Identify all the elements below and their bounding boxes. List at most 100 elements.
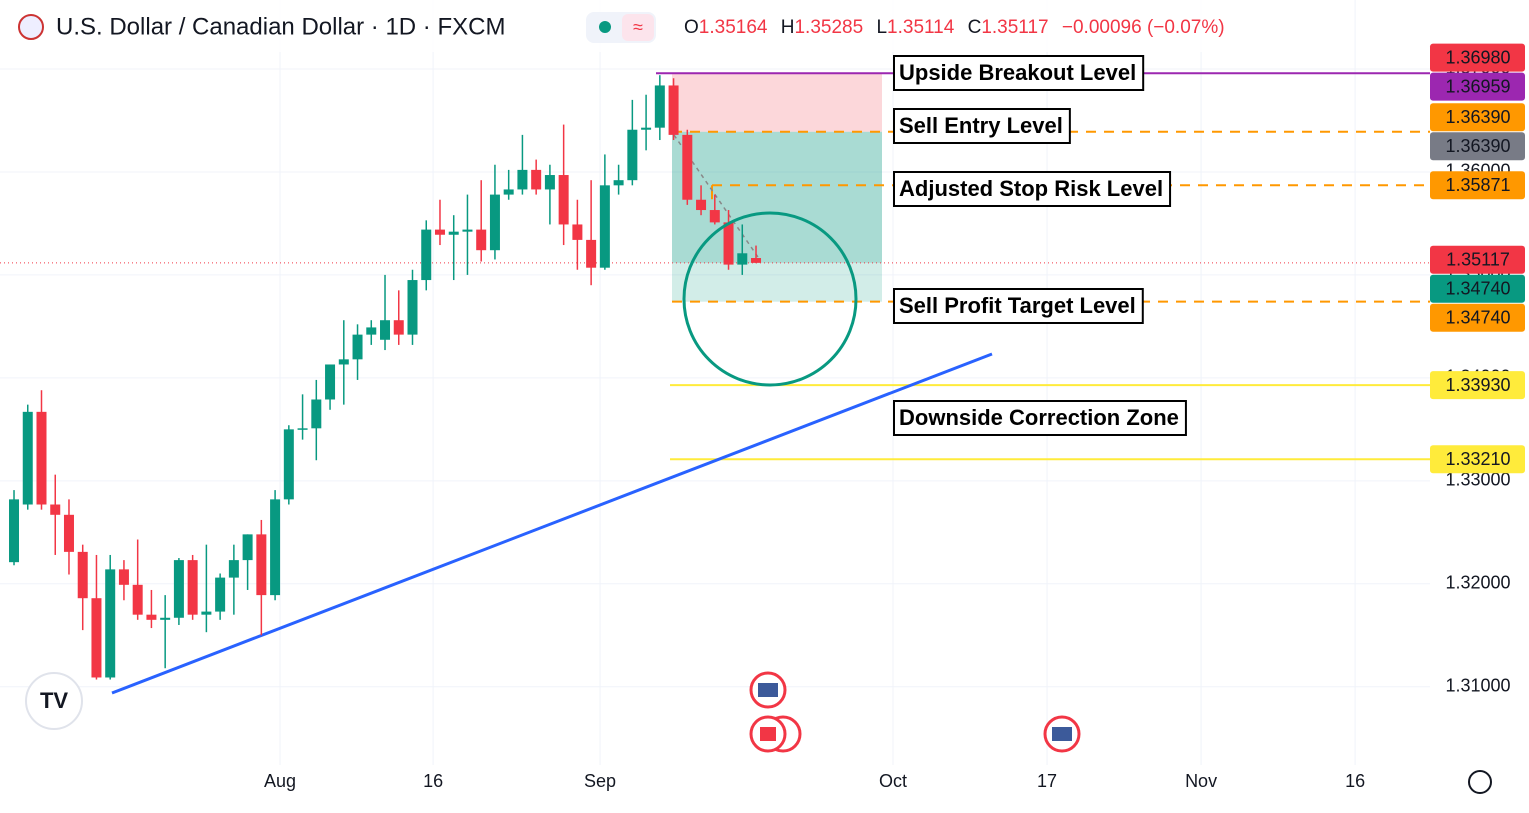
x-tick-label: Nov [1185,771,1217,791]
candle-body [434,229,445,235]
flag [1052,727,1072,741]
candle-body [325,364,336,400]
candle-body [421,229,432,281]
price-labels: 1.36980 1.36959 1.36390 1.36390 1.35871 1.351… [1430,43,1525,474]
price-label-bg [1430,371,1525,400]
candle-body [407,280,418,335]
candle-body [737,253,748,265]
candle-body [91,598,102,678]
x-tick-label: 16 [1345,771,1365,791]
open-value: 1.35164 [699,17,768,38]
candle-body [682,134,693,200]
price-label: 1.34740 [1445,307,1510,327]
annotation-box [893,55,1145,91]
candle-body [9,499,20,563]
candle-body [723,222,734,265]
candle-body [476,229,487,251]
annotation-text: Sell Entry Level [899,113,1063,138]
candle-body [228,560,239,578]
y-tick-label: 1.32000 [1445,573,1510,593]
candle-body [50,504,61,515]
candle-body [462,229,473,232]
flag [758,683,778,697]
candle-body [63,514,74,552]
candle-body [215,577,226,612]
change: −0.00096 (−0.07%) [1062,17,1225,38]
candle-body [118,569,129,585]
candle-body [517,169,528,190]
price-label-bg [1430,43,1525,72]
price-label: 1.35871 [1445,175,1510,195]
candle-body [160,617,171,620]
candle-body [256,534,267,596]
candle-body [283,429,294,500]
candle-body [173,560,184,618]
candle-body [544,175,555,190]
candle-body [105,569,116,678]
price-label-bg [1430,445,1525,474]
candle-body [132,584,143,615]
price-label: 1.36390 [1445,136,1510,156]
price-label: 1.33210 [1445,449,1510,469]
high-label: H [781,17,795,38]
highlight-circle [682,211,858,387]
candle-body [641,127,652,130]
candle-body [36,411,47,505]
price-label-bg [1430,103,1525,132]
axes: 1.310001.320001.330001.340001.350001.360… [264,58,1511,791]
open-label: O [684,17,699,38]
candle-body [572,224,583,240]
reward-zone [672,262,882,302]
price-label: 1.33930 [1445,375,1510,395]
trend-line [111,352,993,695]
candle-body [751,258,762,263]
x-tick-label: Sep [584,771,616,791]
candle-body [613,180,624,186]
symbol: U.S. Dollar / Canadian Dollar · 1D · FXC… [56,13,505,40]
candle-body [503,189,514,195]
candle-body [586,239,597,268]
price-label: 1.36980 [1445,47,1510,67]
candle-body [654,85,665,128]
candle-body [297,428,308,430]
candle-body [696,199,707,211]
header-bg [0,0,1320,52]
candle-body [338,359,349,365]
candle-body [146,614,157,620]
annotation-box [893,108,1071,144]
price-label-bg [1430,245,1525,274]
x-tick-label: 17 [1037,771,1057,791]
y-tick-label: 1.33000 [1445,470,1510,490]
x-tick-label: Aug [264,771,296,791]
settings-icon[interactable] [1468,770,1492,794]
candle-body [270,499,281,596]
price-label-bg [1430,274,1525,303]
candle-body [242,534,253,561]
price-label-bg [1430,132,1525,161]
candle-body [393,320,404,335]
candle-body [599,185,610,268]
x-tick-label: Oct [879,771,907,791]
annotation-box [893,288,1144,324]
low-value: 1.35114 [887,17,955,38]
flag [760,727,776,741]
candle-body [77,551,88,599]
symbol-flag [18,14,44,40]
y-tick-label: 1.31000 [1445,675,1510,695]
tv-logo-glyph: TV [40,688,68,713]
annotation-text: Adjusted Stop Risk Level [899,176,1163,201]
candle-body [489,194,500,251]
data-delay-icon[interactable] [622,14,654,41]
candle-body [352,334,363,360]
candle-body [380,320,391,340]
annotation-text: Sell Profit Target Level [899,293,1136,318]
annotations: Upside Breakout Level Sell Entry Level Adj… [893,55,1187,436]
event-icons [749,671,1081,753]
price-label-bg [1430,303,1525,332]
candle-body [311,399,322,429]
risk-zone [672,73,882,132]
low-label: L [876,17,887,38]
tv-logo[interactable] [25,672,83,730]
price-label: 1.35117 [1446,249,1510,269]
